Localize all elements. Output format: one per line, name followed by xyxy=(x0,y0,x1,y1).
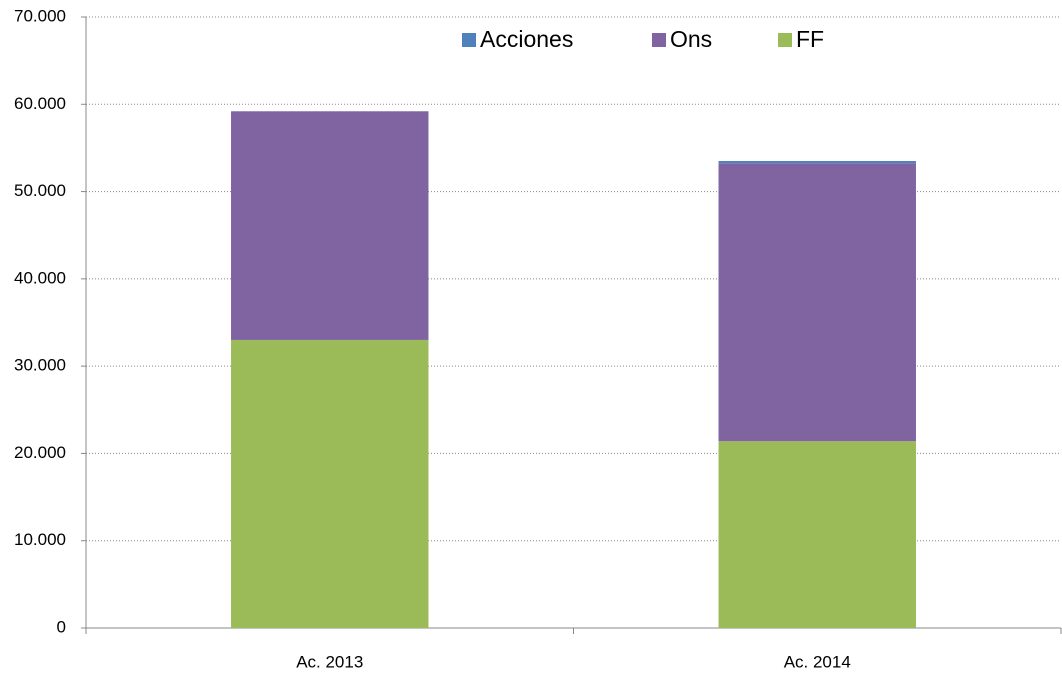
y-tick-label: 60.000 xyxy=(14,94,66,113)
y-tick-label: 30.000 xyxy=(14,356,66,375)
legend-swatch xyxy=(778,33,792,47)
x-tick-label: Ac. 2013 xyxy=(296,652,363,671)
legend-label: Ons xyxy=(670,26,712,52)
bar-segment xyxy=(231,111,429,340)
y-tick-label: 70.000 xyxy=(14,6,66,25)
legend-swatch xyxy=(652,33,666,47)
bar-segment xyxy=(231,339,429,628)
legend-label: FF xyxy=(796,26,824,52)
y-tick-label: 40.000 xyxy=(14,268,66,287)
bar-segment xyxy=(718,441,916,628)
x-tick-label: Ac. 2014 xyxy=(784,652,851,671)
y-tick-label: 20.000 xyxy=(14,443,66,462)
y-tick-label: 10.000 xyxy=(14,530,66,549)
legend-label: Acciones xyxy=(480,26,573,52)
bar-segment xyxy=(718,163,916,442)
y-tick-label: 0 xyxy=(57,617,66,636)
y-tick-label: 50.000 xyxy=(14,181,66,200)
legend-swatch xyxy=(462,33,476,47)
bar-segment xyxy=(718,161,916,164)
